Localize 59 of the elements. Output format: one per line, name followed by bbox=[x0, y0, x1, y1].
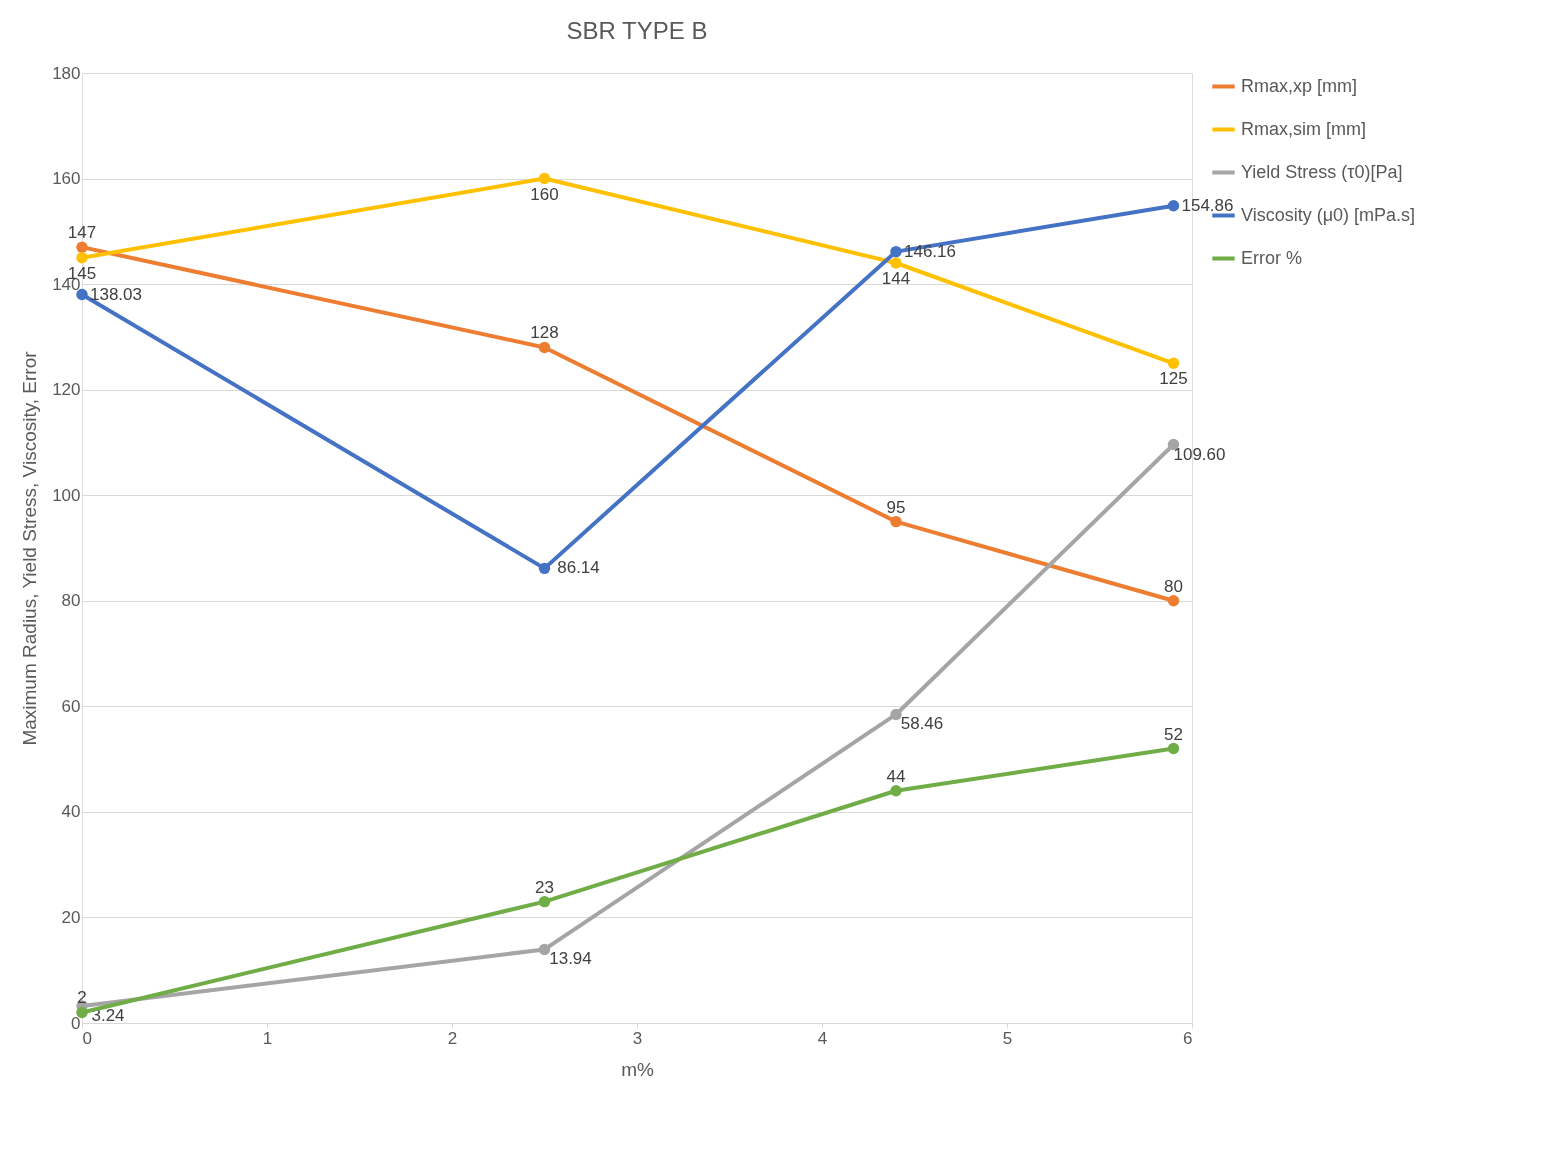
x-tick-label: 5 bbox=[1002, 1028, 1013, 1048]
y-tick-label: 60 bbox=[61, 696, 81, 716]
point bbox=[76, 1006, 88, 1019]
y-tick-label: 80 bbox=[61, 591, 81, 611]
point bbox=[538, 172, 551, 185]
data-label: 52 bbox=[1164, 724, 1183, 744]
data-label: 154.86 bbox=[1181, 195, 1234, 215]
y-axis-title: Maximum Radius, Yield Stress, Viscosity, Error bbox=[19, 350, 41, 746]
y-tick-label: 40 bbox=[61, 802, 81, 822]
data-label: 23 bbox=[535, 877, 554, 897]
point bbox=[538, 341, 551, 354]
x-axis-title: m% bbox=[621, 1058, 654, 1080]
point bbox=[890, 708, 902, 721]
data-label: 138.03 bbox=[90, 284, 142, 304]
point bbox=[76, 241, 88, 253]
data-label: 13.94 bbox=[549, 949, 592, 969]
point bbox=[890, 785, 902, 797]
y-tick-label: 100 bbox=[52, 485, 81, 505]
point bbox=[538, 562, 551, 575]
y-tick-label: 120 bbox=[52, 380, 81, 400]
point bbox=[1167, 595, 1180, 607]
legend-label: Rmax,sim [mm] bbox=[1241, 118, 1366, 139]
data-label: 160 bbox=[530, 184, 559, 204]
y-tick-label: 160 bbox=[52, 169, 81, 189]
point bbox=[1167, 199, 1180, 212]
point bbox=[538, 943, 551, 956]
data-label: 58.46 bbox=[900, 714, 944, 734]
data-label: 80 bbox=[1164, 576, 1183, 596]
y-tick-label: 20 bbox=[61, 907, 81, 927]
data-label: 144 bbox=[881, 269, 911, 288]
data-label: 109.60 bbox=[1173, 444, 1226, 464]
data-label: 95 bbox=[886, 497, 906, 517]
x-tick-label: 4 bbox=[817, 1028, 828, 1048]
point bbox=[76, 252, 88, 264]
y-tick-label: 0 bbox=[71, 1013, 81, 1033]
x-tick-label: 3 bbox=[632, 1028, 643, 1048]
point bbox=[1167, 357, 1180, 369]
legend-label: Rmax,xp [mm] bbox=[1241, 75, 1358, 96]
point bbox=[1167, 742, 1180, 755]
x-tick-label: 1 bbox=[262, 1028, 273, 1048]
point bbox=[890, 245, 902, 258]
data-label: 125 bbox=[1159, 369, 1188, 389]
y-tick-label: 180 bbox=[52, 63, 81, 83]
data-label: 2 bbox=[77, 988, 87, 1008]
data-label: 128 bbox=[530, 323, 559, 343]
chart-title: SBR TYPE B bbox=[566, 17, 708, 44]
legend-label: Yield Stress (τ0)[Pa] bbox=[1241, 161, 1403, 182]
x-tick-label: 2 bbox=[447, 1028, 458, 1048]
data-label: 86.14 bbox=[557, 558, 600, 578]
data-label: 44 bbox=[886, 766, 906, 786]
point bbox=[890, 515, 902, 528]
point bbox=[538, 895, 551, 908]
x-tick-label: 6 bbox=[1183, 1028, 1193, 1048]
point bbox=[76, 288, 88, 301]
legend-label: Error % bbox=[1241, 247, 1303, 268]
legend-label: Viscosity (μ0) [mPa.s] bbox=[1241, 204, 1416, 225]
data-label: 146.16 bbox=[904, 241, 956, 261]
point bbox=[890, 257, 902, 269]
data-label: 147 bbox=[67, 223, 97, 243]
